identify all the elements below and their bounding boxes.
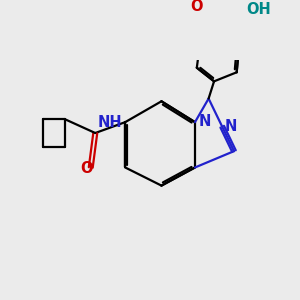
Text: NH: NH: [98, 115, 122, 130]
Text: O: O: [190, 0, 203, 14]
Text: O: O: [80, 161, 93, 176]
Text: N: N: [199, 114, 211, 129]
Text: N: N: [224, 119, 237, 134]
Text: OH: OH: [246, 2, 271, 17]
